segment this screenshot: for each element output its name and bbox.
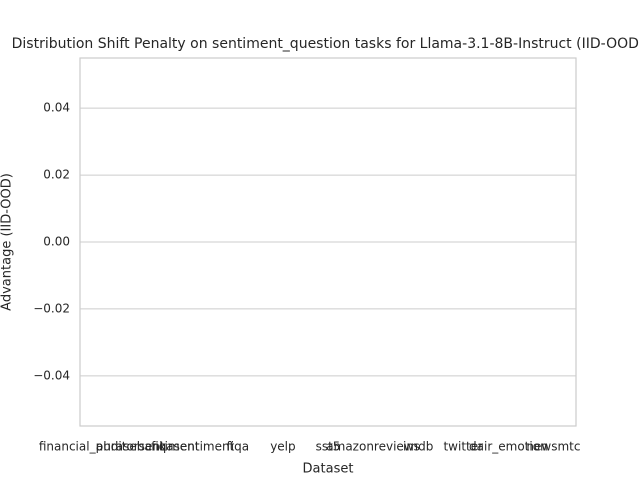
plot-frame [79,57,577,427]
y-axis-label: Advantage (IID-OOD) [0,173,15,311]
y-tick-label: 0.02 [43,168,70,182]
y-tick-label: −0.02 [33,301,70,315]
chart-title: Distribution Shift Penalty on sentiment_… [12,36,640,52]
x-tick-label: twitter [443,440,483,454]
x-tick-label: dair_emotion [469,440,548,454]
x-tick-label: financial_phrasebank [39,440,166,454]
x-tick-label: auditorsentiment [96,440,200,454]
x-tick-label: amazonreviews [326,440,420,454]
x-tick-label: newsmtc [526,440,580,454]
x-axis-label: Dataset [303,462,354,477]
x-tick-label: fiqasentiment [151,440,234,454]
x-tick-label: fiqa [227,440,250,454]
x-tick-label: yelp [270,440,295,454]
y-tick-label: −0.04 [33,368,70,382]
y-tick-label: 0.00 [43,235,70,249]
y-tick-label: 0.04 [43,101,70,115]
x-tick-label: sst5 [316,440,341,454]
x-tick-label: imdb [403,440,433,454]
